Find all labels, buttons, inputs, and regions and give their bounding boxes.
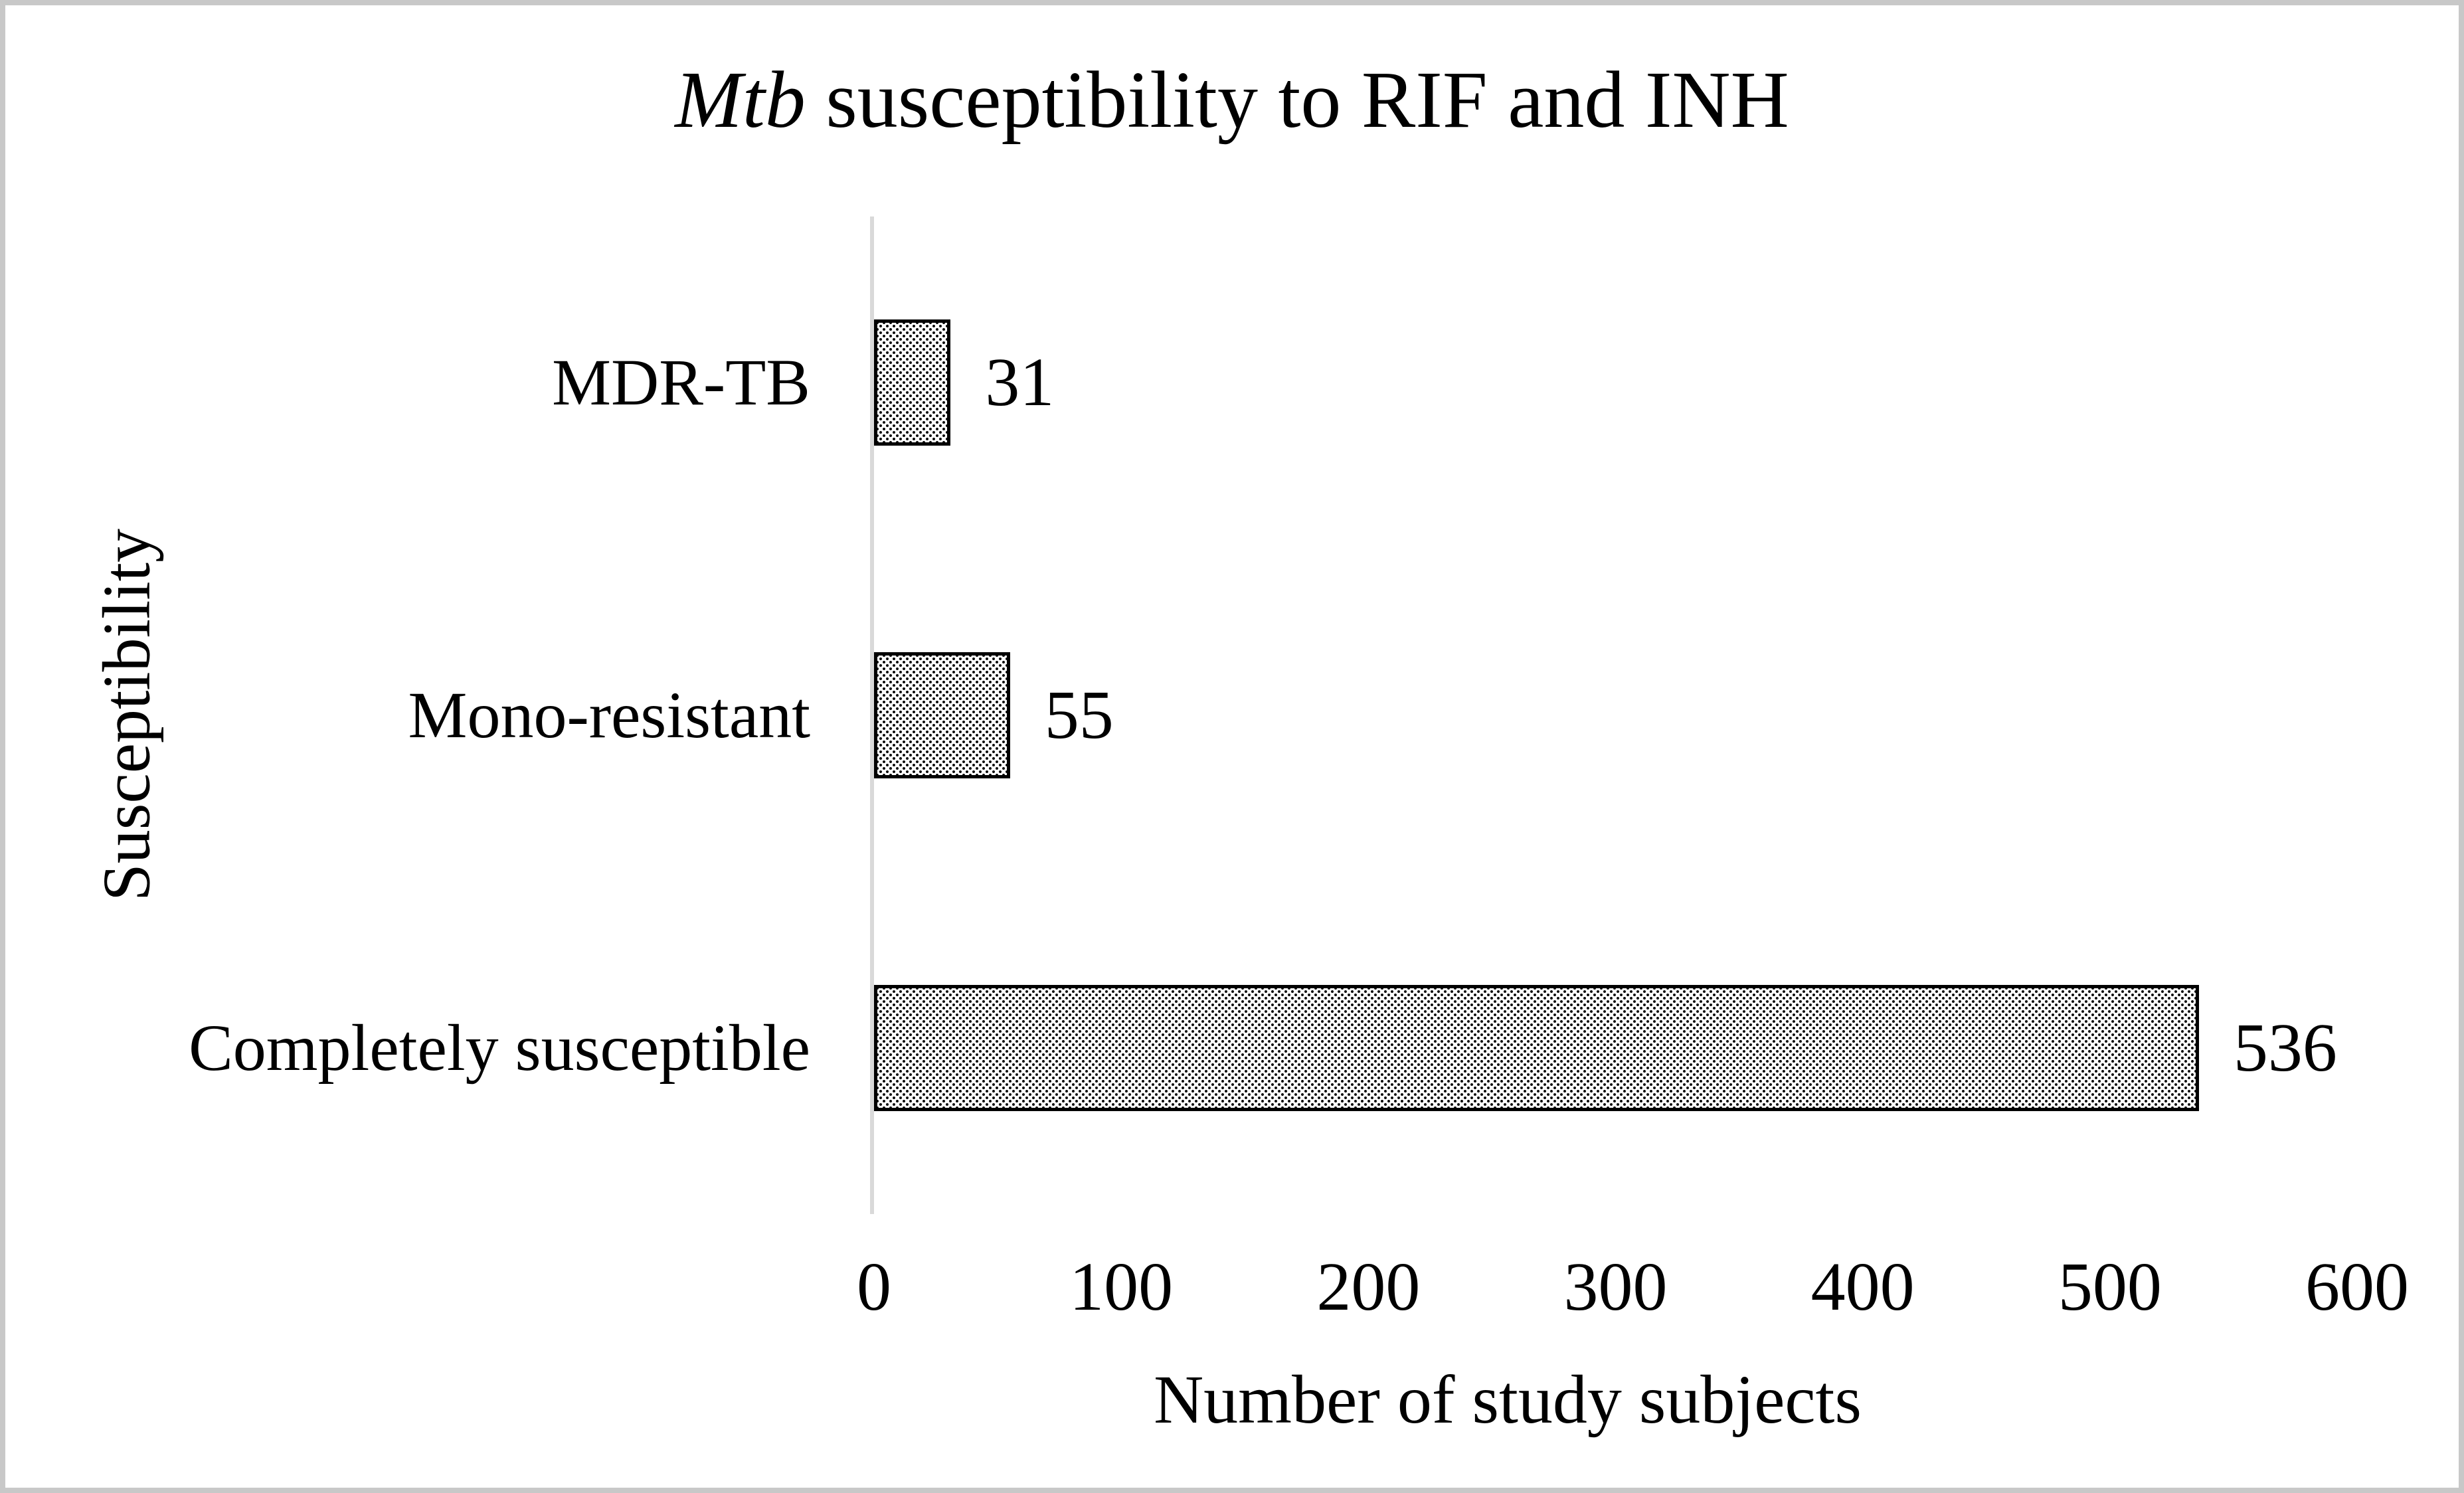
x-tick-label: 600 (2305, 1249, 2409, 1325)
x-tick-label: 400 (1810, 1249, 1915, 1325)
bar (874, 319, 951, 446)
chart-title: Mtb susceptibility to RIF and INH (5, 52, 2459, 149)
plot-area: 31 55 536 (870, 217, 2357, 1214)
value-label: 31 (985, 344, 1055, 421)
category-label: Mono-resistant (408, 678, 810, 752)
x-tick-label: 100 (1069, 1249, 1174, 1325)
x-tick-label: 500 (2058, 1249, 2162, 1325)
x-axis-tick-labels: 0 100 200 300 400 500 600 (857, 1246, 2409, 1332)
value-label: 536 (2233, 1009, 2337, 1086)
bar (874, 652, 1010, 778)
x-tick-label: 300 (1563, 1249, 1668, 1325)
x-axis-title: Number of study subjects (1154, 1361, 1862, 1438)
chart-title-rest-part: susceptibility to RIF and INH (805, 55, 1789, 145)
category-label: Completely susceptible (189, 1010, 810, 1085)
x-tick-label: 200 (1316, 1249, 1421, 1325)
value-label: 55 (1044, 677, 1114, 753)
category-axis-line (870, 217, 874, 1214)
chart-title-italic-part: Mtb (675, 55, 806, 145)
category-label: MDR-TB (552, 345, 810, 420)
bar (874, 984, 2199, 1111)
category-axis-labels: MDR-TB Mono-resistant Completely susceptib… (5, 217, 810, 1214)
x-tick-label: 0 (857, 1249, 891, 1325)
